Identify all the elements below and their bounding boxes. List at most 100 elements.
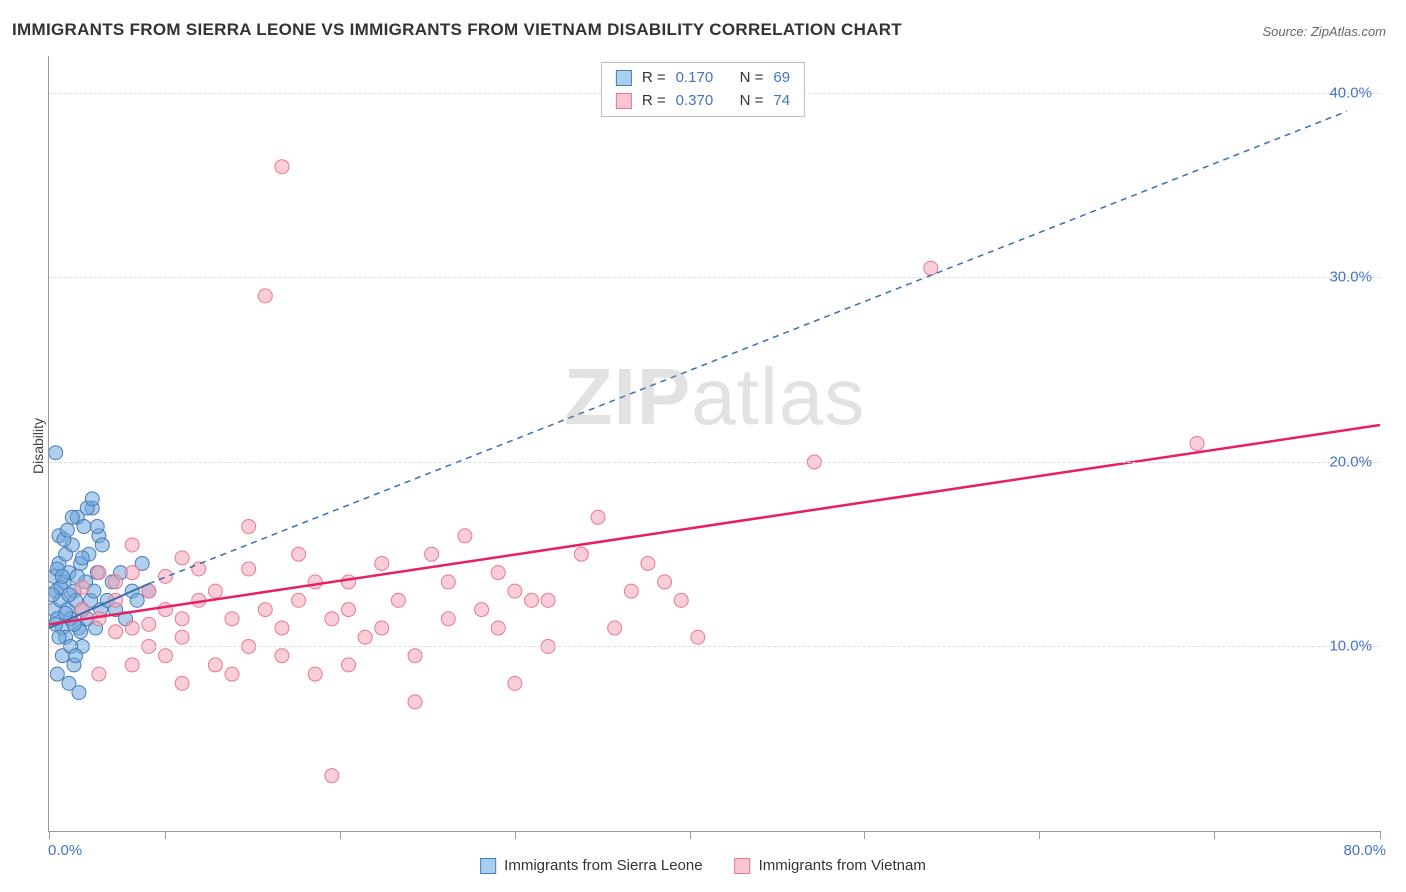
- data-point: [325, 769, 339, 783]
- data-point: [95, 538, 109, 552]
- data-point: [391, 593, 405, 607]
- data-point: [192, 562, 206, 576]
- data-point: [325, 612, 339, 626]
- data-point: [924, 261, 938, 275]
- data-point: [85, 501, 99, 515]
- data-point: [574, 547, 588, 561]
- data-point: [158, 569, 172, 583]
- legend-swatch: [735, 858, 751, 874]
- chart-title: IMMIGRANTS FROM SIERRA LEONE VS IMMIGRAN…: [12, 20, 902, 40]
- legend-r-value: 0.170: [676, 67, 722, 90]
- data-point: [92, 667, 106, 681]
- data-point: [541, 593, 555, 607]
- data-point: [57, 532, 71, 546]
- data-point: [142, 584, 156, 598]
- data-point: [49, 588, 59, 602]
- legend-label: Immigrants from Sierra Leone: [504, 857, 702, 874]
- legend-stat-row: R = 0.370N = 74: [616, 90, 790, 113]
- y-tick-label: 20.0%: [1329, 453, 1372, 470]
- legend-item: Immigrants from Vietnam: [735, 857, 926, 874]
- data-point: [192, 593, 206, 607]
- data-point: [441, 575, 455, 589]
- data-point: [341, 603, 355, 617]
- data-point: [79, 575, 93, 589]
- legend-n-label: N =: [740, 67, 764, 90]
- data-point: [49, 569, 61, 583]
- legend-item: Immigrants from Sierra Leone: [480, 857, 702, 874]
- data-point: [84, 593, 98, 607]
- data-point: [142, 584, 156, 598]
- data-point: [425, 547, 439, 561]
- data-point: [75, 551, 89, 565]
- data-point: [60, 523, 74, 537]
- source-attribution: Source: ZipAtlas.com: [1262, 24, 1386, 39]
- x-tick: [340, 831, 341, 839]
- data-point: [50, 562, 64, 576]
- legend-r-label: R =: [642, 67, 666, 90]
- data-point: [135, 556, 149, 570]
- data-point: [242, 562, 256, 576]
- data-point: [70, 569, 84, 583]
- data-point: [80, 501, 94, 515]
- data-point: [69, 593, 83, 607]
- y-tick-label: 10.0%: [1329, 638, 1372, 655]
- data-point: [92, 566, 106, 580]
- data-point: [49, 603, 61, 617]
- x-tick: [1380, 831, 1381, 839]
- data-point: [55, 569, 69, 583]
- data-point: [375, 621, 389, 635]
- data-point: [69, 649, 83, 663]
- legend-swatch: [616, 70, 632, 86]
- data-point: [408, 695, 422, 709]
- data-point: [52, 630, 66, 644]
- data-point: [105, 575, 119, 589]
- data-point: [65, 510, 79, 524]
- data-point: [62, 676, 76, 690]
- data-point: [87, 584, 101, 598]
- data-point: [341, 658, 355, 672]
- x-axis-max-label: 80.0%: [1343, 842, 1386, 859]
- data-point: [62, 566, 76, 580]
- data-point: [57, 575, 71, 589]
- data-point: [508, 584, 522, 598]
- data-point: [591, 510, 605, 524]
- data-point: [55, 649, 69, 663]
- data-point: [49, 617, 63, 631]
- x-tick: [165, 831, 166, 839]
- legend-r-label: R =: [642, 90, 666, 113]
- data-point: [208, 658, 222, 672]
- data-point: [77, 520, 91, 534]
- data-point: [125, 538, 139, 552]
- data-point: [125, 566, 139, 580]
- data-point: [258, 289, 272, 303]
- data-point: [62, 588, 76, 602]
- data-point: [67, 617, 81, 631]
- data-point: [82, 547, 96, 561]
- x-axis-origin-label: 0.0%: [48, 842, 82, 859]
- y-axis-label: Disability: [30, 418, 46, 474]
- data-point: [52, 556, 66, 570]
- legend-n-value: 69: [773, 67, 790, 90]
- legend-stat-row: R = 0.170 N = 69: [616, 67, 790, 90]
- data-point: [674, 593, 688, 607]
- data-point: [358, 630, 372, 644]
- x-tick: [515, 831, 516, 839]
- data-point: [242, 520, 256, 534]
- data-point: [74, 556, 88, 570]
- data-point: [175, 630, 189, 644]
- data-point: [60, 603, 74, 617]
- legend-stats: R = 0.170 N = 69R = 0.370N = 74: [601, 62, 805, 117]
- data-point: [275, 649, 289, 663]
- data-point: [109, 603, 123, 617]
- data-point: [72, 686, 86, 700]
- data-point: [258, 603, 272, 617]
- chart-svg: [49, 56, 1380, 831]
- trend-line-extrapolated: [149, 111, 1347, 583]
- data-point: [74, 625, 88, 639]
- data-point: [50, 667, 64, 681]
- data-point: [80, 612, 94, 626]
- data-point: [75, 580, 89, 594]
- data-point: [109, 575, 123, 589]
- legend-r-value: 0.370: [676, 90, 722, 113]
- data-point: [624, 584, 638, 598]
